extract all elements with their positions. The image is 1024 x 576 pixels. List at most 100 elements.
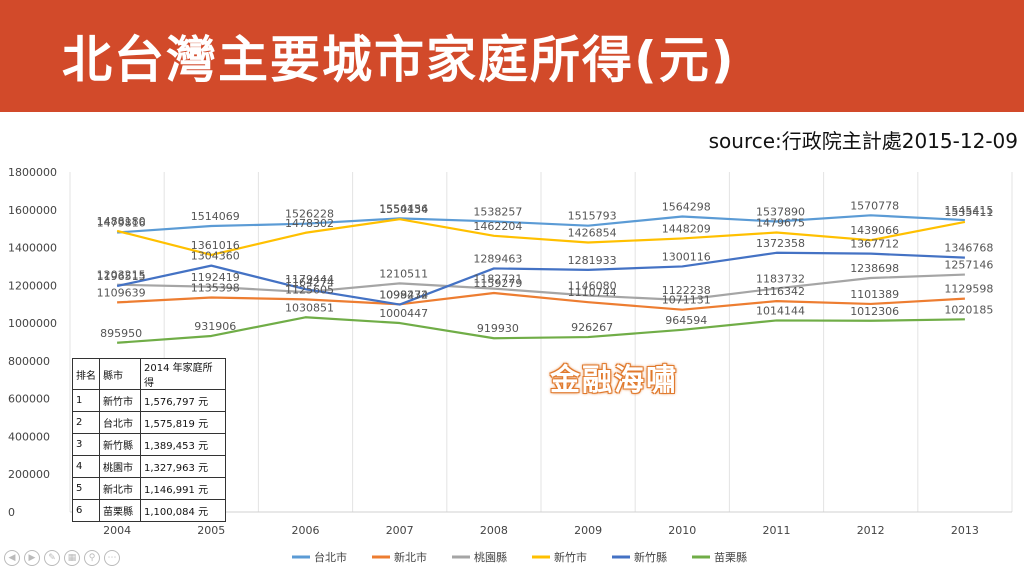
data-label: 895950: [100, 327, 142, 340]
data-label: 1478302: [285, 217, 334, 230]
zoom-icon[interactable]: ⚲: [84, 550, 100, 566]
series-line: [117, 273, 965, 302]
data-label: 1300116: [662, 250, 711, 263]
data-label: 1014144: [756, 304, 805, 317]
data-label: 1550134: [379, 203, 428, 216]
table-cell: 新竹市: [99, 389, 141, 412]
data-label: 1462204: [473, 220, 522, 233]
y-tick-label: 1600000: [8, 204, 57, 217]
table-cell: 1,576,797 元: [140, 389, 226, 412]
data-label: 1372358: [756, 237, 805, 250]
series-line: [116, 218, 966, 257]
x-tick-label: 2005: [197, 524, 225, 537]
y-tick-label: 400000: [8, 430, 50, 443]
table-cell: 1: [72, 389, 100, 412]
legend-label: 新竹市: [554, 550, 587, 564]
y-tick-label: 600000: [8, 393, 50, 406]
data-label: 1570778: [850, 199, 899, 212]
table-cell: 苗栗縣: [99, 499, 141, 522]
table-header-cell: 排名: [72, 358, 100, 390]
data-label: 1554456: [379, 202, 428, 215]
data-label: 1159279: [473, 277, 522, 290]
more-options-icon[interactable]: ⋯: [104, 550, 120, 566]
data-label: 1538257: [473, 205, 522, 218]
x-tick-label: 2010: [668, 524, 696, 537]
data-label: 1192419: [191, 271, 240, 284]
table-cell: 1,389,453 元: [140, 433, 226, 456]
data-label: 1129598: [944, 283, 993, 296]
watermark-text: 金融海嘯: [550, 363, 678, 398]
table-row: 4 桃園市 1,327,963 元: [72, 455, 226, 478]
x-tick-label: 2008: [480, 524, 508, 537]
data-label: 1426854: [568, 226, 617, 239]
table-cell: 5: [72, 477, 100, 500]
x-tick-label: 2009: [574, 524, 602, 537]
data-label: 1361016: [191, 239, 240, 252]
data-label: 1116342: [756, 285, 805, 298]
table-row: 6 苗栗縣 1,100,084 元: [72, 499, 226, 522]
data-label: 1109639: [97, 286, 146, 299]
data-label: 1030851: [285, 301, 334, 314]
slide-title: 北台灣主要城市家庭所得(元): [62, 31, 736, 89]
data-label: 1479675: [756, 217, 805, 230]
data-label: 1135398: [191, 282, 240, 295]
x-tick-label: 2011: [763, 524, 791, 537]
next-slide-icon[interactable]: ▶: [24, 550, 40, 566]
data-label: 1146080: [568, 280, 617, 293]
table-cell: 1,575,819 元: [140, 411, 226, 434]
data-label: 1110744: [568, 286, 617, 299]
series-line: [117, 291, 965, 311]
data-label: 1196515: [97, 270, 146, 283]
table-header-cell: 2014 年家庭所得: [140, 358, 226, 390]
data-label: 1210511: [379, 267, 428, 280]
data-label: 919930: [477, 322, 519, 335]
y-tick-label: 1000000: [8, 317, 57, 330]
data-label: 964594: [665, 314, 707, 327]
legend-label: 新北市: [394, 550, 427, 564]
x-tick-label: 2013: [951, 524, 979, 537]
data-label: 1289463: [473, 252, 522, 265]
data-label: 1098234: [379, 289, 428, 302]
table-cell: 1,100,084 元: [140, 499, 226, 522]
data-label: 1514069: [191, 210, 240, 223]
title-banner: 北台灣主要城市家庭所得(元): [0, 0, 1024, 112]
pen-icon[interactable]: ✎: [44, 550, 60, 566]
data-label: 1346768: [944, 242, 993, 255]
data-label: 1179444: [285, 273, 334, 286]
table-row: 2 台北市 1,575,819 元: [72, 411, 226, 434]
data-label: 1125605: [285, 283, 334, 296]
data-label: 1000447: [379, 307, 428, 320]
table-cell: 2: [72, 411, 100, 434]
data-label: 931906: [194, 320, 236, 333]
data-label: 1304360: [191, 250, 240, 263]
ranking-table: 排名 縣市 2014 年家庭所得 1 新竹市 1,576,797 元 2 台北市…: [72, 358, 226, 522]
y-tick-label: 1400000: [8, 242, 57, 255]
slides-grid-icon[interactable]: ▦: [64, 550, 80, 566]
data-label: 1012306: [850, 305, 899, 318]
data-label: 1071131: [662, 294, 711, 307]
series-line: [117, 214, 965, 234]
table-cell: 台北市: [99, 411, 141, 434]
previous-slide-icon[interactable]: ◀: [4, 550, 20, 566]
line-chart: 0 200000 400000 600000 800000 1000000 1200000 1…: [8, 166, 1013, 564]
table-header-row: 排名 縣市 2014 年家庭所得: [72, 358, 226, 390]
source-note: source:行政院主計處2015-12-09: [708, 129, 1018, 153]
legend-label: 苗栗縣: [714, 551, 747, 564]
data-label: 1122238: [662, 284, 711, 297]
table-cell: 1,327,963 元: [140, 455, 226, 478]
table-cell: 1,146,991 元: [140, 477, 226, 500]
data-label: 1488180: [97, 215, 146, 228]
y-tick-label: 0: [8, 506, 15, 519]
data-label: 1099472: [379, 288, 428, 301]
data-label: 1281933: [568, 254, 617, 267]
data-label: 1238698: [850, 262, 899, 275]
data-label: 1367712: [850, 238, 899, 251]
data-label: 926267: [571, 321, 613, 334]
data-label: 1101389: [850, 288, 899, 301]
data-label: 1545415: [944, 204, 993, 217]
legend-label: 桃園縣: [474, 550, 507, 564]
series-line: [116, 251, 965, 306]
table-cell: 6: [72, 499, 100, 522]
legend-label: 新竹縣: [634, 550, 667, 564]
x-tick-label: 2012: [857, 524, 885, 537]
